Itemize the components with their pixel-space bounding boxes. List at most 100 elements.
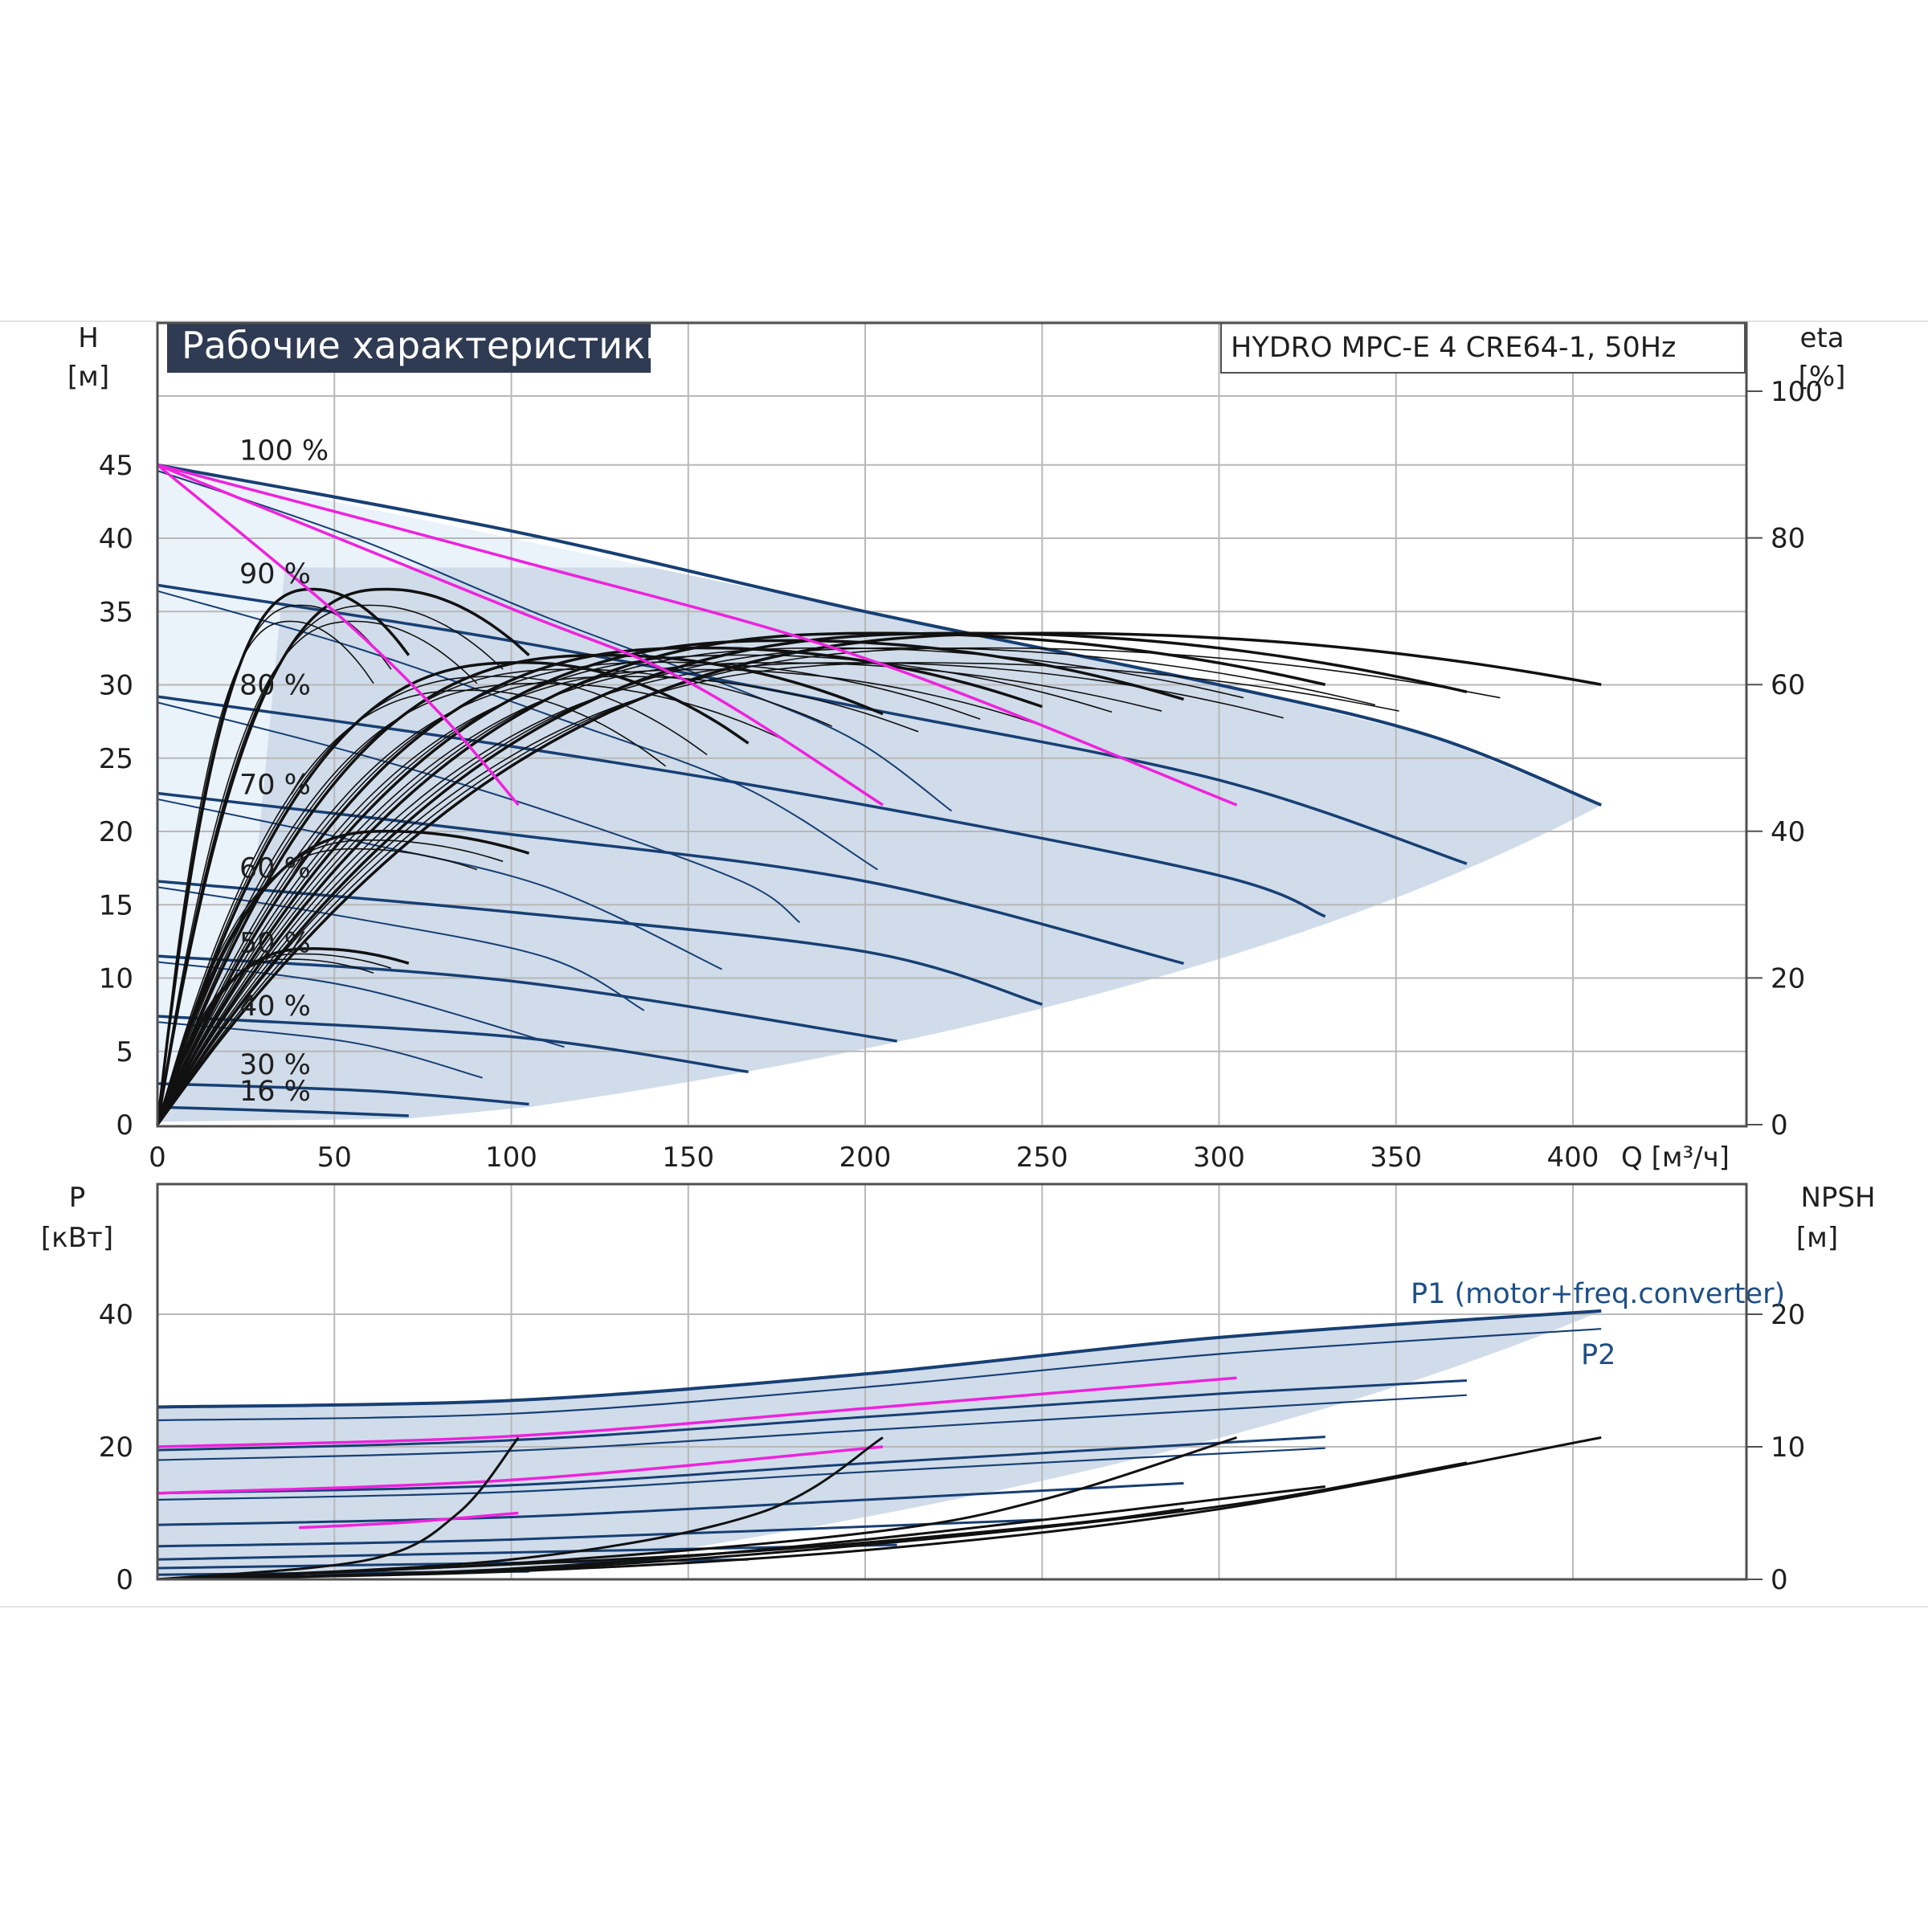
p-axis-unit: [кВт] — [41, 1222, 113, 1254]
npsh-axis-unit: [м] — [1796, 1222, 1838, 1254]
model-label: HYDRO MPC-E 4 CRE64-1, 50Hz — [1231, 332, 1676, 364]
efficiency-curve — [156, 587, 530, 1125]
p-axis-symbol: P — [69, 1182, 86, 1214]
magenta-curves — [156, 464, 1238, 807]
q-tick-label: 250 — [1016, 1142, 1068, 1174]
efficiency-curve — [156, 830, 530, 1125]
chart-title: Рабочие характеристики — [182, 324, 669, 367]
power-range-area — [157, 1310, 1602, 1579]
efficiency-curve-thin — [157, 654, 1113, 1125]
h-tick-label: 25 — [99, 743, 133, 775]
h-tick-label: 5 — [116, 1036, 133, 1068]
efficiency-curve-thin — [157, 620, 374, 1125]
p2-curve — [157, 1328, 1602, 1422]
q-tick-label: 150 — [662, 1142, 714, 1174]
h-tick-label: 20 — [99, 816, 133, 848]
head-curve — [157, 695, 1326, 918]
efficiency-curve — [156, 646, 1043, 1125]
efficiency-curves — [156, 587, 1602, 1126]
head-curve — [157, 463, 1602, 807]
p2-curve — [157, 1447, 1326, 1501]
model-box — [1220, 322, 1746, 374]
efficiency-curve-thin — [157, 662, 1162, 1125]
q-tick-label: 0 — [149, 1142, 166, 1174]
p-tick-label: 20 — [99, 1432, 133, 1464]
h-tick-label: 30 — [99, 670, 133, 702]
speed-label: 50 % — [239, 928, 311, 960]
efficiency-curve-thin — [157, 661, 981, 1125]
p1-curve — [157, 1309, 1602, 1409]
efficiency-curve-thin — [157, 647, 1375, 1125]
efficiency-curve — [156, 587, 411, 1125]
p1-legend: P1 (motor+freq.converter) — [1411, 1278, 1785, 1310]
efficiency-curve — [156, 660, 750, 1125]
efficiency-curve-thin — [157, 620, 478, 1125]
h-tick-label: 10 — [99, 963, 133, 995]
power-plot-frame — [156, 1182, 1748, 1581]
speed-label: 30 % — [239, 1049, 311, 1081]
speed-label: 60 % — [239, 853, 311, 885]
speed-label: 90 % — [239, 558, 311, 590]
npsh-tick-label: 0 — [1771, 1564, 1788, 1596]
h-tick-label: 35 — [99, 596, 133, 628]
head-curve — [157, 954, 897, 1043]
efficiency-curve-thin — [157, 647, 1244, 1125]
eta-axis-symbol: eta — [1799, 322, 1844, 354]
npsh-curve — [157, 1436, 884, 1581]
npsh-curves — [157, 1436, 1602, 1581]
speed-label: 70 % — [239, 770, 311, 802]
power-ticks: 0 20 40 0 10 20 — [99, 1299, 1806, 1596]
efficiency-curve — [156, 947, 410, 1125]
efficiency-curve-thin — [157, 604, 504, 1125]
efficiency-curve-thin — [157, 958, 374, 1125]
efficiency-curve-thin — [157, 676, 708, 1125]
power-grid — [157, 1184, 1746, 1579]
q-tick-label: 50 — [317, 1142, 352, 1174]
q-tick-label: 100 — [485, 1142, 537, 1174]
h-axis-symbol: H — [78, 322, 99, 354]
eta-tick-label: 80 — [1771, 523, 1805, 555]
efficiency-curve-thin — [157, 848, 478, 1125]
p1-curve — [157, 1436, 1326, 1495]
head-plot-frame — [156, 321, 1748, 1128]
npsh-tick-label: 20 — [1771, 1299, 1805, 1331]
eta-tick-label: 60 — [1771, 669, 1805, 701]
eta-tick-label: 40 — [1771, 816, 1805, 848]
magenta-power-curve — [299, 1511, 519, 1530]
efficiency-curve-thin — [157, 647, 1501, 1125]
p1-curve — [157, 1481, 1184, 1526]
head-grid — [157, 323, 1746, 1125]
head-curve — [157, 1082, 529, 1106]
p1-curve — [157, 1379, 1467, 1452]
shaded-region — [157, 1310, 1602, 1579]
magenta-head-curve — [157, 464, 884, 807]
head-curve — [157, 1105, 409, 1117]
efficiency-curve-thin — [157, 839, 504, 1125]
power-curves — [157, 1309, 1602, 1576]
efficiency-curve-thin — [157, 953, 392, 1125]
eta-tick-label: 100 — [1771, 376, 1823, 408]
eta-axis-unit: [%] — [1799, 361, 1846, 393]
magenta-power-curve — [157, 1376, 1237, 1448]
title-box — [167, 323, 651, 373]
efficiency-curve-thin — [157, 689, 667, 1125]
efficiency-curve-thin — [157, 662, 1284, 1125]
q-tick-label: 300 — [1193, 1142, 1245, 1174]
speed-label: 80 % — [239, 670, 311, 702]
npsh-tick-label: 10 — [1771, 1432, 1805, 1464]
head-curve-thin — [157, 886, 645, 1011]
magenta-head-curve — [156, 464, 520, 807]
h-tick-label: 45 — [99, 450, 133, 482]
eta-tick-label: 0 — [1771, 1109, 1788, 1142]
speed-label: 40 % — [239, 991, 311, 1023]
q-axis-label: Q [м³/ч] — [1621, 1142, 1730, 1174]
npsh-axis-symbol: NPSH — [1800, 1182, 1875, 1214]
h-axis-unit: [м] — [67, 361, 109, 393]
efficiency-curve — [156, 639, 1184, 1125]
h-tick-label: 15 — [99, 889, 133, 921]
q-tick-label: 200 — [839, 1142, 892, 1174]
head-curve-thin — [157, 701, 801, 924]
efficiency-curve — [156, 631, 1468, 1125]
